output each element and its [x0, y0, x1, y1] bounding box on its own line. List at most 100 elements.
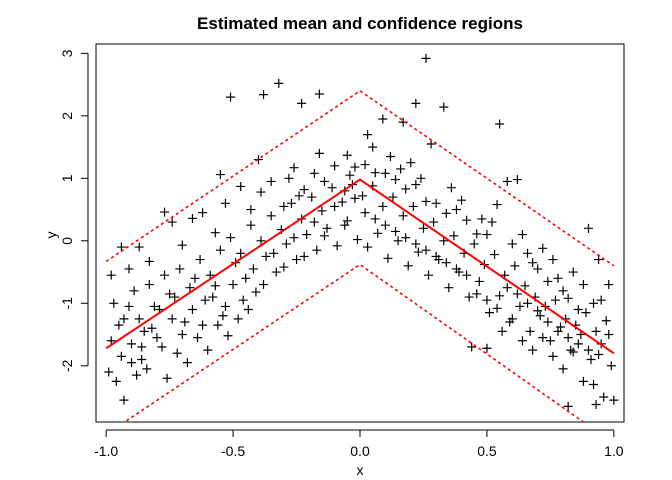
data-point [297, 98, 307, 108]
data-point [553, 326, 563, 336]
x-tick-label: -0.5 [221, 443, 245, 459]
data-point [418, 223, 428, 233]
data-point [591, 400, 601, 410]
data-point [226, 92, 236, 102]
data-point [307, 192, 317, 202]
plot-frame [95, 43, 625, 423]
data-point [393, 236, 403, 246]
data-point [411, 180, 421, 190]
data-point [462, 270, 472, 280]
data-point [187, 305, 197, 315]
data-point [213, 320, 223, 330]
data-point [578, 376, 588, 386]
data-point [474, 276, 484, 286]
data-point [261, 251, 271, 261]
data-point [220, 198, 230, 208]
data-point [279, 201, 289, 211]
data-point [172, 348, 182, 358]
data-point [144, 280, 154, 290]
data-point [424, 270, 434, 280]
data-point [515, 301, 525, 311]
data-point [330, 161, 340, 171]
data-point [271, 267, 281, 277]
data-point [363, 130, 373, 140]
data-point [413, 247, 423, 257]
data-point [327, 183, 337, 193]
chart-title: Estimated mean and confidence regions [197, 14, 523, 33]
data-point [218, 311, 228, 321]
data-point [406, 158, 416, 168]
data-point [573, 339, 583, 349]
data-point [116, 242, 126, 252]
data-point [563, 333, 573, 343]
data-point [337, 197, 347, 207]
data-point [238, 295, 248, 305]
data-point [266, 211, 276, 221]
data-point [472, 229, 482, 239]
data-point [388, 192, 398, 202]
data-point [429, 217, 439, 227]
data-point [568, 347, 578, 357]
data-point [289, 233, 299, 243]
data-point [248, 264, 258, 274]
data-point [484, 308, 494, 318]
data-point [594, 350, 604, 360]
data-point [302, 230, 312, 240]
x-tick-label: 0.0 [350, 443, 370, 459]
data-point [469, 239, 479, 249]
data-point [319, 176, 329, 186]
x-axis-label: x [357, 462, 364, 478]
data-point [502, 283, 512, 293]
data-point [345, 170, 355, 180]
data-point [309, 217, 319, 227]
data-point [352, 235, 362, 245]
data-point [408, 201, 418, 211]
data-point [210, 228, 220, 238]
data-point [162, 373, 172, 383]
data-point [286, 198, 296, 208]
data-point [385, 151, 395, 161]
data-point [533, 306, 543, 316]
data-point [492, 200, 502, 210]
data-point [256, 236, 266, 246]
data-point [441, 208, 451, 218]
data-point [558, 286, 568, 296]
data-point [520, 281, 530, 291]
data-point [502, 176, 512, 186]
data-point [236, 248, 246, 258]
data-point [558, 364, 568, 374]
data-point [439, 102, 449, 112]
data-point [401, 233, 411, 243]
data-point [589, 298, 599, 308]
data-point [259, 280, 269, 290]
data-point [467, 342, 477, 352]
data-point [281, 239, 291, 249]
y-tick-label: 2 [59, 112, 75, 120]
data-point [116, 351, 126, 361]
data-point [411, 239, 421, 249]
y-tick-label: -1 [59, 297, 75, 310]
data-point [596, 295, 606, 305]
data-point [451, 264, 461, 274]
data-point [553, 273, 563, 283]
data-point [528, 345, 538, 355]
data-point [246, 205, 256, 215]
data-point [269, 248, 279, 258]
upper-confidence-band-line [105, 89, 615, 267]
data-point [383, 253, 393, 263]
data-point [319, 231, 329, 241]
data-point [370, 168, 380, 178]
data-point [111, 376, 121, 386]
data-point [223, 331, 233, 341]
data-point [236, 181, 246, 191]
data-point [373, 228, 383, 238]
data-point [490, 250, 500, 260]
data-point [360, 208, 370, 218]
data-point [119, 395, 129, 405]
data-point [517, 336, 527, 346]
data-point [129, 286, 139, 296]
data-point [533, 264, 543, 274]
data-point [528, 258, 538, 268]
data-point [114, 320, 124, 330]
data-point [134, 314, 144, 324]
